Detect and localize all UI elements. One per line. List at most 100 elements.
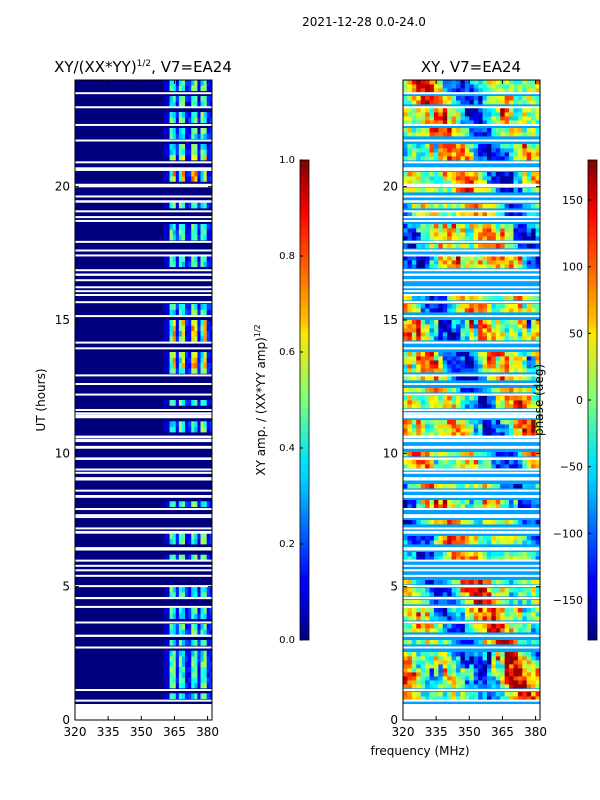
phase-cell (504, 148, 510, 153)
phase-cell (473, 224, 479, 229)
phase-cell (403, 504, 408, 509)
phase-cell (429, 80, 435, 85)
amplitude-cell (194, 613, 198, 620)
phase-cell (411, 652, 417, 657)
phase-cell (438, 180, 444, 185)
amplitude-cell (188, 304, 192, 310)
phase-cell (411, 504, 417, 509)
phase-cell (478, 676, 483, 681)
amplitude-cell (172, 533, 177, 540)
phase-flag-gap (403, 183, 540, 186)
phase-cell (447, 612, 453, 617)
phase-cell (429, 464, 435, 469)
phase-cell (464, 652, 470, 657)
phase-cell (509, 356, 514, 361)
phase-cell (526, 352, 532, 357)
phase-cell (469, 500, 475, 505)
amplitude-cell (163, 400, 167, 406)
amplitude-cell (166, 176, 170, 182)
phase-cell (513, 592, 519, 597)
amplitude-cell (188, 149, 192, 156)
phase-cell (495, 672, 501, 677)
phase-cell (517, 108, 523, 113)
amplitude-cell (166, 421, 170, 428)
phase-cell (420, 172, 426, 177)
amplitude-cell (175, 352, 180, 358)
phase-cell (495, 660, 501, 665)
phase-cell (425, 660, 430, 665)
phase-cell (495, 132, 501, 137)
phase-cell (411, 668, 417, 673)
amplitude-cell (166, 304, 170, 310)
phase-cell (517, 696, 523, 701)
amplitude-cell (175, 421, 180, 428)
phase-cell (513, 424, 519, 429)
phase-cell (451, 152, 457, 157)
amplitude-cell (175, 672, 180, 678)
phase-cell (433, 504, 439, 509)
phase-cell (447, 400, 453, 405)
phase-cell (491, 80, 497, 85)
phase-cell (517, 624, 523, 629)
phase-cell (517, 504, 523, 509)
amplitude-xtick-label: 320 (64, 725, 87, 739)
phase-cell (460, 400, 466, 405)
phase-cell (504, 156, 510, 161)
phase-cell (464, 172, 470, 177)
amplitude-cell (191, 656, 195, 662)
amplitude-cell (191, 613, 195, 620)
phase-cell (517, 376, 523, 381)
phase-cell (486, 672, 492, 677)
amplitude-cell (206, 229, 211, 236)
phase-ytick-label: 5 (390, 580, 398, 594)
phase-cell (407, 364, 413, 369)
amplitude-cell (209, 154, 212, 161)
phase-cell (473, 400, 479, 405)
phase-cell (447, 236, 453, 241)
phase-cell (531, 336, 536, 341)
amplitude-cell (175, 613, 180, 620)
amplitude-cell (200, 362, 204, 369)
amplitude-cell (181, 128, 186, 134)
amplitude-cell (209, 693, 212, 700)
phase-cell (500, 580, 506, 585)
phase-cell (416, 684, 422, 689)
phase-cell (420, 608, 426, 613)
amplitude-cell (163, 117, 167, 124)
phase-cell (420, 664, 426, 669)
amplitude-cell (181, 586, 186, 593)
phase-cell (469, 360, 475, 365)
phase-cell (456, 144, 461, 149)
amplitude-cell (163, 629, 167, 636)
phase-cell (411, 640, 417, 645)
amplitude-cell (175, 693, 180, 700)
phase-cell (500, 640, 506, 645)
phase-cell (420, 308, 426, 313)
amplitude-cell (191, 592, 195, 598)
amplitude-cell (185, 128, 189, 134)
phase-cell (425, 224, 430, 229)
phase-cell (513, 172, 519, 177)
phase-cell (433, 132, 439, 137)
amplitude-cell (197, 170, 201, 177)
phase-axes-frame (402, 79, 541, 721)
phase-cell (495, 428, 501, 433)
phase-cell (531, 676, 536, 681)
phase-cell (416, 504, 422, 509)
phase-cell (526, 328, 532, 333)
phase-cell (407, 588, 413, 593)
phase-cell (486, 188, 492, 193)
phase-cell (464, 204, 470, 209)
phase-cell (433, 228, 439, 233)
phase-cell (491, 116, 497, 121)
phase-cell (460, 500, 466, 505)
amplitude-cell (197, 330, 201, 337)
amplitude-cell (185, 586, 189, 593)
phase-cell (407, 152, 413, 157)
amplitude-cell (197, 85, 201, 92)
phase-cell (429, 236, 435, 241)
phase-cell (438, 484, 444, 489)
phase-cell (526, 500, 532, 505)
amplitude-cell (188, 261, 192, 268)
phase-cell (451, 680, 457, 685)
